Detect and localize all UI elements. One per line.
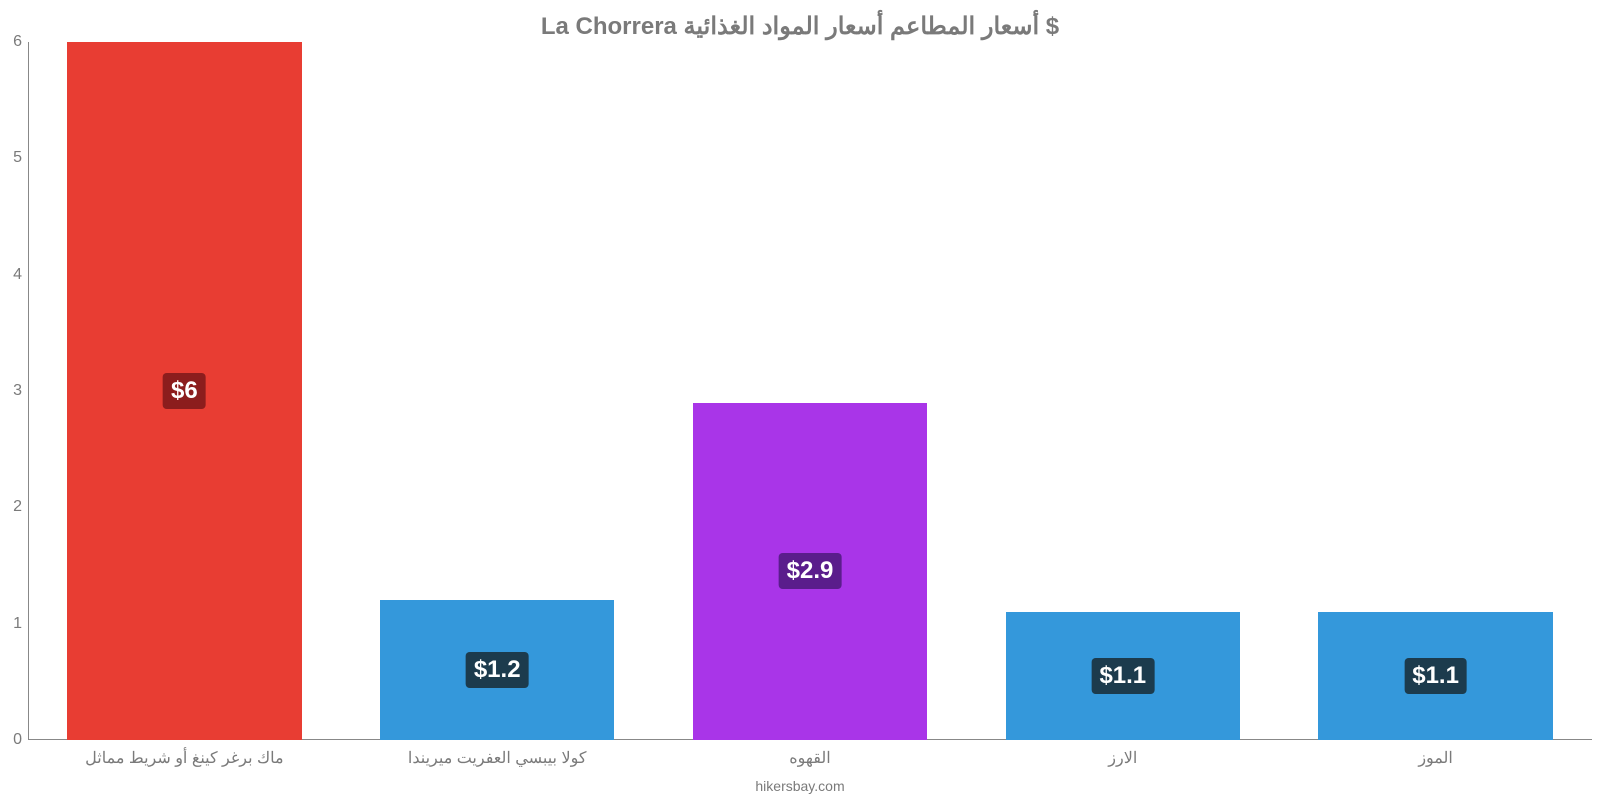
y-axis-line (28, 42, 29, 740)
x-tick-label: كولا بيبسي العفريت ميريندا (408, 748, 587, 768)
value-label: $2.9 (779, 553, 842, 589)
value-label: $6 (163, 373, 206, 409)
x-tick-label: القهوه (789, 748, 830, 768)
attribution: hikersbay.com (0, 778, 1600, 794)
value-label: $1.1 (1404, 658, 1467, 694)
y-tick-label: 5 (13, 149, 22, 167)
value-label: $1.2 (466, 652, 529, 688)
plot-area: 0123456$6ماك برغر كينغ أو شريط مماثل$1.2… (28, 42, 1592, 740)
y-tick-label: 2 (13, 498, 22, 516)
y-tick-label: 6 (13, 33, 22, 51)
y-tick-label: 4 (13, 266, 22, 284)
y-tick-label: 0 (13, 731, 22, 749)
x-tick-label: الارز (1108, 748, 1137, 768)
value-label: $1.1 (1091, 658, 1154, 694)
x-tick-label: الموز (1418, 748, 1453, 768)
y-tick-label: 3 (13, 382, 22, 400)
y-tick-label: 1 (13, 615, 22, 633)
x-tick-label: ماك برغر كينغ أو شريط مماثل (85, 748, 283, 768)
chart-container: $ أسعار المطاعم أسعار المواد الغذائية La… (0, 0, 1600, 800)
chart-title: $ أسعار المطاعم أسعار المواد الغذائية La… (0, 12, 1600, 41)
